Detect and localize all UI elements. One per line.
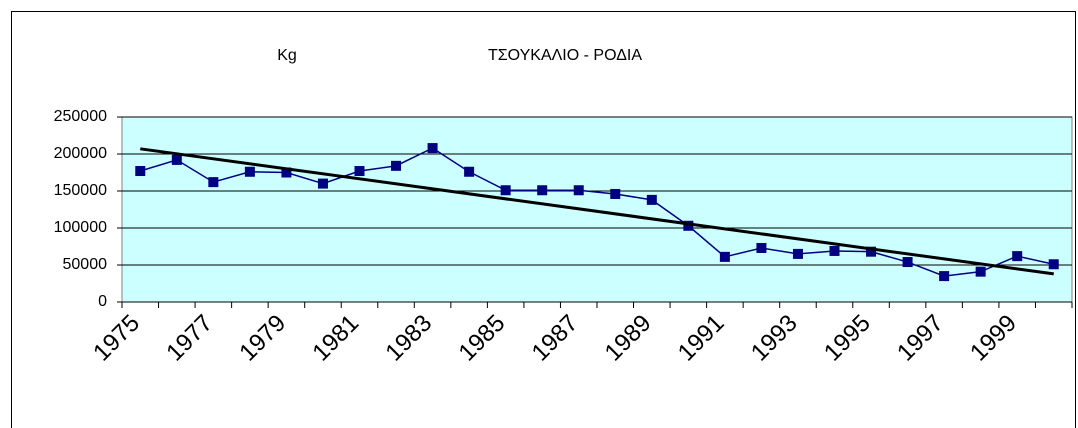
y-tick-label: 0 [98,293,107,310]
point-marker [500,185,511,196]
trend-line [140,147,1054,276]
plot-area [121,116,1073,303]
point-marker [1012,251,1023,262]
y-tick-label: 100000 [54,219,107,236]
y-axis-label: Kg [277,47,297,64]
point-marker [208,177,219,188]
point-marker [135,166,146,177]
point-marker [317,178,328,189]
series-line [140,147,1054,277]
point-marker [610,188,621,199]
y-tick-label: 200000 [54,145,107,162]
point-marker [646,194,657,205]
point-marker [427,143,438,154]
y-tick-label: 50000 [63,256,108,273]
point-marker [1048,259,1059,270]
point-marker [975,266,986,277]
point-marker [866,246,877,257]
point-marker [281,167,292,178]
point-marker [244,166,255,177]
point-marker [573,185,584,196]
point-marker [829,245,840,256]
point-marker [171,154,182,165]
point-marker [537,185,548,196]
point-marker [756,242,767,253]
point-marker [902,257,913,268]
point-marker [391,160,402,171]
point-marker [792,248,803,259]
point-marker [683,220,694,231]
point-marker [719,251,730,262]
point-marker [939,271,950,282]
point-marker [464,166,475,177]
chart-title: ΤΣΟΥΚΑΛΙΟ - ΡΟΔΙΑ [488,47,642,64]
y-tick-label: 150000 [54,182,107,199]
y-tick-label: 250000 [54,108,107,125]
point-marker [354,166,365,177]
